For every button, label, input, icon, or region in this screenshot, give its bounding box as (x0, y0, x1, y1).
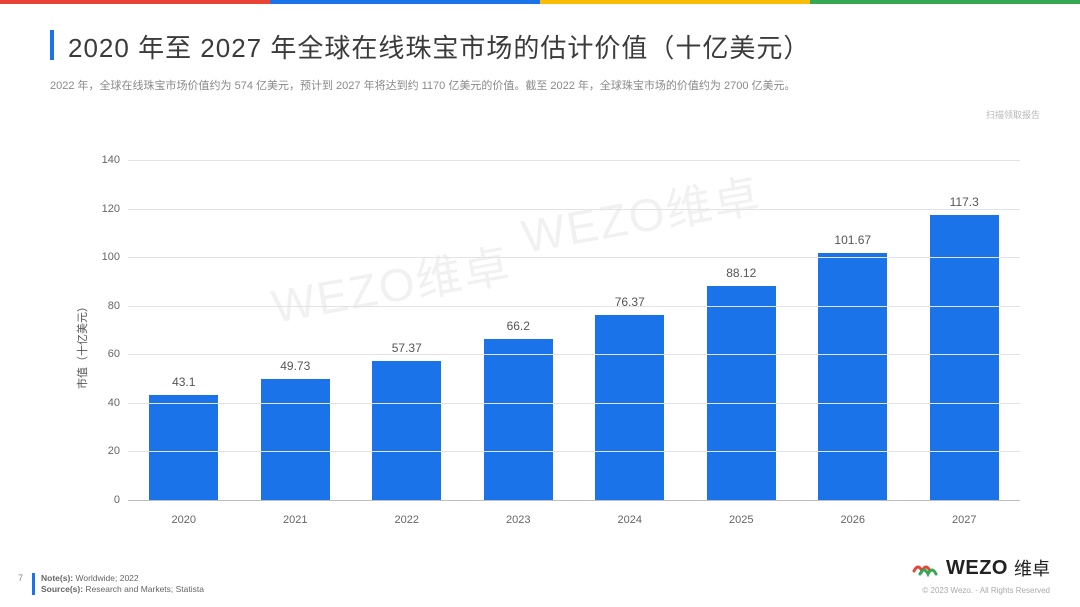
bar-value-label: 88.12 (726, 266, 756, 280)
grid-line (128, 257, 1020, 258)
scan-note: 扫描领取报告 (986, 108, 1040, 121)
source-notes: Note(s): Worldwide; 2022 Source(s): Rese… (32, 573, 204, 595)
x-tick-label: 2027 (909, 506, 1021, 530)
bar-slot: 49.73 (240, 160, 352, 500)
grid-line (128, 306, 1020, 307)
bar-value-label: 117.3 (950, 195, 979, 209)
note-value: Worldwide; 2022 (73, 573, 139, 583)
x-tick-label: 2023 (463, 506, 575, 530)
title-row: 2020 年至 2027 年全球在线珠宝市场的估计价值（十亿美元） (50, 28, 1030, 65)
grid-line (128, 209, 1020, 210)
subtitle-text: 2022 年，全球在线珠宝市场价值约为 574 亿美元，预计到 2027 年将达… (50, 78, 940, 96)
grid-line (128, 354, 1020, 355)
title-accent-bar (50, 30, 54, 60)
x-tick-label: 2020 (128, 506, 240, 530)
x-tick-label: 2024 (574, 506, 686, 530)
source-value: Research and Markets; Statista (83, 584, 204, 594)
bar-value-label: 57.37 (392, 341, 422, 355)
x-tick-label: 2025 (686, 506, 798, 530)
bar-slot: 88.12 (686, 160, 798, 500)
grid-line (128, 500, 1020, 501)
bar (372, 361, 441, 500)
top-color-stripe (0, 0, 1080, 4)
note-label: Note(s): (41, 573, 73, 583)
wezo-logo: WEZO 维卓 (912, 555, 1050, 581)
bars-container: 43.1 49.73 57.37 66.2 76.37 88.12 101.67 117.3 (128, 160, 1020, 500)
bar (818, 253, 887, 500)
footer: 7 Note(s): Worldwide; 2022 Source(s): Re… (18, 559, 1062, 597)
x-tick-label: 2026 (797, 506, 909, 530)
bar-slot: 43.1 (128, 160, 240, 500)
bar-chart: 市值（十亿美元） 43.149.7357.3766.276.3788.12101… (80, 160, 1020, 530)
grid-line (128, 451, 1020, 452)
bar-value-label: 101.67 (834, 233, 871, 247)
bar-value-label: 49.73 (280, 359, 310, 373)
logo-cn: 维卓 (1014, 555, 1050, 581)
bar-slot: 117.3 (909, 160, 1021, 500)
plot-area: 43.149.7357.3766.276.3788.12101.67117.3 … (128, 160, 1020, 500)
bar (595, 315, 664, 500)
grid-line (128, 403, 1020, 404)
bar (707, 286, 776, 500)
grid-line (128, 160, 1020, 161)
page-title: 2020 年至 2027 年全球在线珠宝市场的估计价值（十亿美元） (68, 28, 810, 65)
bar-slot: 76.37 (574, 160, 686, 500)
y-tick-label: 0 (88, 494, 128, 506)
y-tick-label: 100 (88, 251, 128, 263)
copyright: © 2023 Wezo. - All Rights Reserved (922, 586, 1050, 595)
y-tick-label: 40 (88, 397, 128, 409)
bar-slot: 66.2 (463, 160, 575, 500)
page-number: 7 (18, 573, 23, 583)
x-tick-label: 2021 (240, 506, 352, 530)
bar (149, 395, 218, 500)
bar-slot: 57.37 (351, 160, 463, 500)
logo-text: WEZO (946, 557, 1008, 580)
x-axis-labels: 20202021202220232024202520262027 (128, 506, 1020, 530)
logo-icon (912, 557, 940, 579)
bar-value-label: 66.2 (507, 319, 530, 333)
source-label: Source(s): (41, 584, 83, 594)
y-axis-label: 市值（十亿美元） (74, 301, 90, 389)
y-tick-label: 60 (88, 348, 128, 360)
x-tick-label: 2022 (351, 506, 463, 530)
y-tick-label: 20 (88, 445, 128, 457)
bar-value-label: 43.1 (172, 375, 195, 389)
y-tick-label: 80 (88, 300, 128, 312)
y-tick-label: 120 (88, 203, 128, 215)
y-tick-label: 140 (88, 154, 128, 166)
bar-slot: 101.67 (797, 160, 909, 500)
bar (261, 379, 330, 500)
bar (484, 339, 553, 500)
